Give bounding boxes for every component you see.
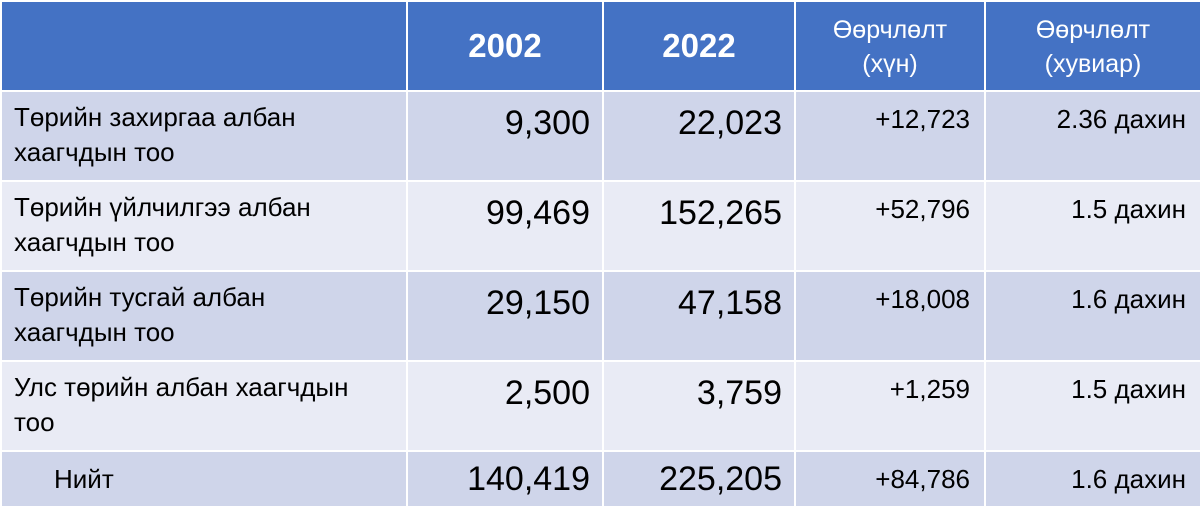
table-row: Төрийн үйлчилгээ албан хаагчдын тоо 99,4… xyxy=(0,180,1200,272)
change-ratio-cell: 2.36 дахин xyxy=(984,90,1200,182)
header-change-percent-line2: (хувиар) xyxy=(1044,50,1142,78)
row-label-cell: Төрийн тусгай албан хаагчдын тоо xyxy=(0,270,408,362)
value-2022-cell: 152,265 xyxy=(602,180,796,272)
row-label-cell: Төрийн захиргаа албан хаагчдын тоо xyxy=(0,90,408,182)
total-row: Нийт 140,419 225,205 +84,786 1.6 дахин xyxy=(0,450,1200,508)
row-label-line: хаагчдын тоо xyxy=(14,227,175,257)
total-2002-cell: 140,419 xyxy=(406,450,604,508)
total-change-ratio-cell: 1.6 дахин xyxy=(984,450,1200,508)
value-2022-cell: 3,759 xyxy=(602,360,796,452)
change-ratio-cell: 1.5 дахин xyxy=(984,360,1200,452)
value-2002-cell: 99,469 xyxy=(406,180,604,272)
value-2022-cell: 47,158 xyxy=(602,270,796,362)
row-label-cell: Улс төрийн албан хаагчдын тоо xyxy=(0,360,408,452)
header-change-people-line1: Өөрчлөлт xyxy=(832,16,948,44)
table-row: Улс төрийн албан хаагчдын тоо 2,500 3,75… xyxy=(0,360,1200,452)
change-people-cell: +18,008 xyxy=(794,270,986,362)
header-cell-2022: 2022 xyxy=(602,0,796,92)
row-label-line: хаагчдын тоо xyxy=(14,317,175,347)
change-people-cell: +52,796 xyxy=(794,180,986,272)
row-label-line: Төрийн тусгай албан xyxy=(14,282,266,312)
table-row: Төрийн захиргаа албан хаагчдын тоо 9,300… xyxy=(0,90,1200,182)
header-change-percent-line1: Өөрчлөлт xyxy=(1035,16,1151,44)
header-cell-change-percent: Өөрчлөлт (хувиар) xyxy=(984,0,1200,92)
total-label-cell: Нийт xyxy=(0,450,408,508)
row-label-line: Төрийн үйлчилгээ албан xyxy=(14,192,311,222)
total-change-people-cell: +84,786 xyxy=(794,450,986,508)
table-row: Төрийн тусгай албан хаагчдын тоо 29,150 … xyxy=(0,270,1200,362)
value-2002-cell: 29,150 xyxy=(406,270,604,362)
header-row: 2002 2022 Өөрчлөлт (хүн) Өөрчлөлт (хувиа… xyxy=(0,0,1200,92)
total-2022-cell: 225,205 xyxy=(602,450,796,508)
row-label-line: тоо xyxy=(14,407,55,437)
value-2022-cell: 22,023 xyxy=(602,90,796,182)
value-2002-cell: 9,300 xyxy=(406,90,604,182)
row-label-cell: Төрийн үйлчилгээ албан хаагчдын тоо xyxy=(0,180,408,272)
header-cell-empty xyxy=(0,0,408,92)
row-label-line: Улс төрийн албан хаагчдын xyxy=(14,372,349,402)
change-ratio-cell: 1.5 дахин xyxy=(984,180,1200,272)
header-change-people-line2: (хүн) xyxy=(862,50,918,78)
change-people-cell: +1,259 xyxy=(794,360,986,452)
header-cell-2002: 2002 xyxy=(406,0,604,92)
change-people-cell: +12,723 xyxy=(794,90,986,182)
value-2002-cell: 2,500 xyxy=(406,360,604,452)
change-ratio-cell: 1.6 дахин xyxy=(984,270,1200,362)
header-cell-change-people: Өөрчлөлт (хүн) xyxy=(794,0,986,92)
row-label-line: Төрийн захиргаа албан xyxy=(14,102,296,132)
row-label-line: хаагчдын тоо xyxy=(14,137,175,167)
